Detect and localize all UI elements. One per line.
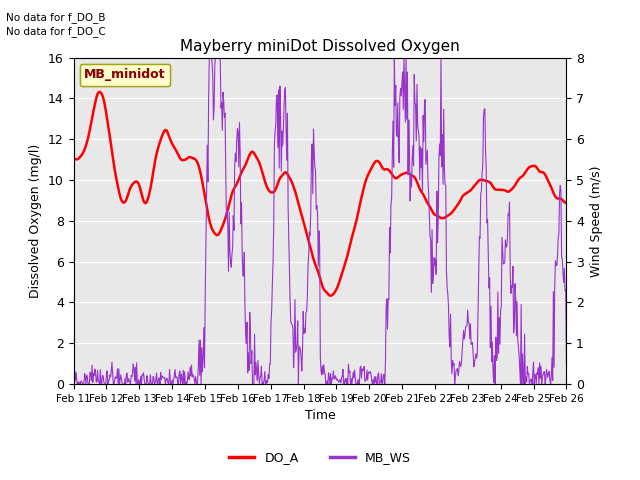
- X-axis label: Time: Time: [305, 409, 335, 422]
- Legend: MB_minidot: MB_minidot: [79, 63, 170, 86]
- Title: Mayberry miniDot Dissolved Oxygen: Mayberry miniDot Dissolved Oxygen: [180, 39, 460, 54]
- Legend: DO_A, MB_WS: DO_A, MB_WS: [224, 446, 416, 469]
- Y-axis label: Dissolved Oxygen (mg/l): Dissolved Oxygen (mg/l): [29, 144, 42, 298]
- Text: No data for f_DO_B: No data for f_DO_B: [6, 12, 106, 23]
- Y-axis label: Wind Speed (m/s): Wind Speed (m/s): [589, 165, 603, 276]
- Text: No data for f_DO_C: No data for f_DO_C: [6, 26, 106, 37]
